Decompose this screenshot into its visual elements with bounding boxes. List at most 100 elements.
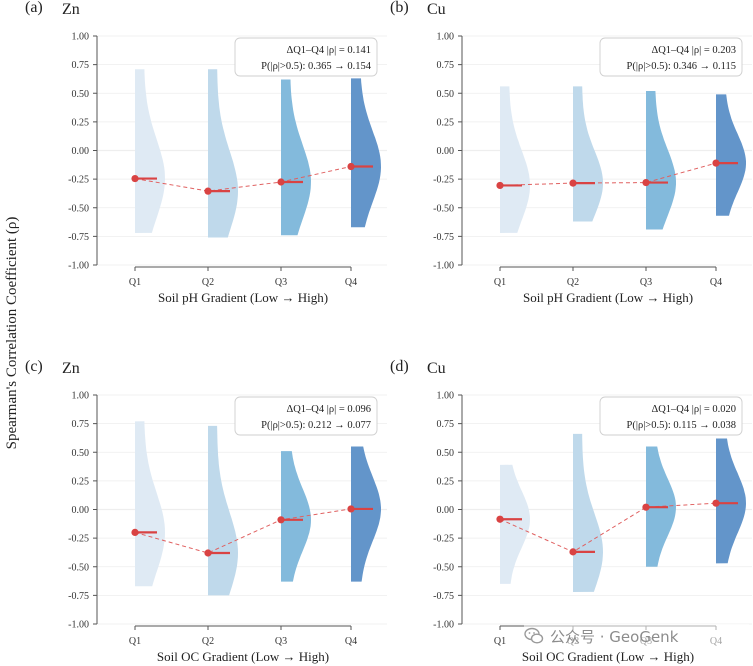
x-axis-label: Soil pH Gradient (Low → High): [523, 290, 693, 305]
y-tick-label: 0.50: [437, 448, 455, 459]
violin-q4: [351, 446, 381, 582]
x-tick-label: Q2: [567, 636, 579, 647]
panel-title: Cu: [427, 1, 446, 18]
mean-point: [204, 187, 212, 195]
panel-label: (b): [390, 0, 409, 16]
mean-point: [131, 528, 139, 537]
mean-point: [712, 159, 720, 167]
y-tick-label: 0.75: [437, 60, 455, 71]
y-tick-label: 0.75: [437, 419, 455, 430]
x-tick-label: Q3: [275, 277, 287, 288]
violin-q3: [281, 451, 311, 582]
mean-point: [131, 174, 139, 183]
mean-point: [347, 505, 355, 513]
mean-trend-line: [499, 502, 717, 553]
y-tick-label: -0.50: [433, 203, 454, 214]
mean-trend-line: [499, 162, 717, 186]
y-tick-label: -0.50: [433, 562, 454, 573]
x-tick-label: Q2: [567, 277, 579, 288]
y-tick-label: -1.00: [68, 261, 89, 272]
violin-q3: [281, 79, 311, 236]
y-tick-label: -0.25: [433, 534, 454, 545]
x-tick-label: Q4: [345, 277, 357, 288]
annotation-box: [599, 396, 743, 436]
panel-title: Zn: [62, 360, 80, 377]
mean-point: [204, 549, 212, 557]
mean-point: [347, 162, 355, 171]
figure-y-axis-label: Spearman's Correlation Coefficient (ρ): [4, 217, 20, 450]
mean-point: [277, 178, 285, 186]
y-tick-label: 1.00: [437, 391, 455, 402]
x-tick-label: Q4: [710, 277, 722, 288]
chart-panel-1: 1.00 0.75 0.50 0.25 0.00 -0.25 -0.50 -0.75 -1.00…: [25, 0, 387, 305]
x-tick-label: Q4: [710, 636, 722, 647]
violin-q2: [573, 86, 603, 222]
y-tick-label: 0.00: [72, 146, 90, 157]
annotation-box: [234, 37, 378, 77]
mean-point: [642, 503, 650, 511]
x-tick-label: Q1: [129, 277, 141, 288]
y-tick-label: -0.25: [433, 175, 454, 186]
x-tick-label: Q2: [202, 636, 214, 647]
annotation-box: [599, 37, 743, 77]
mean-point: [496, 515, 504, 523]
y-tick-label: 0.00: [72, 505, 90, 516]
annotation-line: ΔQ1–Q4 |ρ| = 0.203: [651, 45, 736, 56]
x-tick-label: Q1: [129, 636, 141, 647]
panel-title: Cu: [427, 360, 446, 377]
y-tick-label: -0.75: [68, 591, 89, 602]
panel-label: (c): [25, 358, 43, 375]
mean-point: [496, 181, 504, 190]
y-tick-label: 0.50: [437, 89, 455, 100]
y-tick-label: -0.25: [68, 534, 89, 545]
x-axis-label: Soil OC Gradient (Low → High): [157, 649, 329, 664]
violin-q4: [716, 438, 746, 564]
y-tick-label: 0.00: [437, 146, 455, 157]
violin-q1: [135, 421, 165, 587]
x-tick-label: Q1: [494, 636, 506, 647]
annotation-line: P(|ρ|>0.5): 0.346 → 0.115: [627, 61, 736, 72]
y-tick-label: -0.75: [433, 591, 454, 602]
annotation-line: ΔQ1–Q4 |ρ| = 0.141: [286, 45, 371, 56]
chart-panel-4: 1.00 0.75 0.50 0.25 0.00 -0.25 -0.50 -0.75 -1.00…: [390, 358, 752, 664]
mean-point: [642, 178, 650, 187]
panel-label: (a): [25, 0, 43, 16]
y-tick-label: -1.00: [433, 261, 454, 272]
y-tick-label: -0.25: [68, 175, 89, 186]
x-tick-label: Q3: [275, 636, 287, 647]
x-tick-label: Q4: [345, 636, 357, 647]
y-tick-label: -0.75: [433, 232, 454, 243]
y-tick-label: -0.50: [68, 562, 89, 573]
x-tick-label: Q1: [494, 277, 506, 288]
violin-q2: [208, 425, 238, 596]
mean-point: [569, 179, 577, 187]
panel-title: Zn: [62, 1, 80, 18]
mean-trend-line: [134, 508, 352, 554]
violin-q1: [500, 464, 530, 584]
y-tick-label: -1.00: [68, 620, 89, 631]
x-axis-label: Soil OC Gradient (Low → High): [522, 649, 694, 664]
y-tick-label: 0.50: [72, 448, 90, 459]
y-tick-label: -0.50: [68, 203, 89, 214]
y-tick-label: 0.75: [72, 419, 90, 430]
y-tick-label: 0.50: [72, 89, 90, 100]
x-tick-label: Q2: [202, 277, 214, 288]
y-tick-label: -0.75: [68, 232, 89, 243]
violin-q3: [646, 90, 676, 230]
mean-point: [277, 516, 285, 524]
x-tick-label: Q3: [640, 277, 652, 288]
y-tick-label: 0.00: [437, 505, 455, 516]
annotation-line: ΔQ1–Q4 |ρ| = 0.020: [651, 404, 736, 415]
annotation-line: P(|ρ|>0.5): 0.365 → 0.154: [261, 61, 372, 72]
mean-point: [712, 499, 720, 507]
x-axis-label: Soil pH Gradient (Low → High): [158, 290, 328, 305]
annotation-box: [234, 396, 378, 436]
y-tick-label: 0.25: [437, 476, 455, 487]
chart-panel-3: 1.00 0.75 0.50 0.25 0.00 -0.25 -0.50 -0.75 -1.00…: [25, 358, 387, 664]
y-tick-label: 0.25: [72, 117, 90, 128]
y-tick-label: 1.00: [72, 32, 90, 43]
y-tick-label: 0.75: [72, 60, 90, 71]
y-tick-label: 0.25: [437, 117, 455, 128]
chart-panel-2: 1.00 0.75 0.50 0.25 0.00 -0.25 -0.50 -0.75 -1.00…: [390, 0, 752, 305]
